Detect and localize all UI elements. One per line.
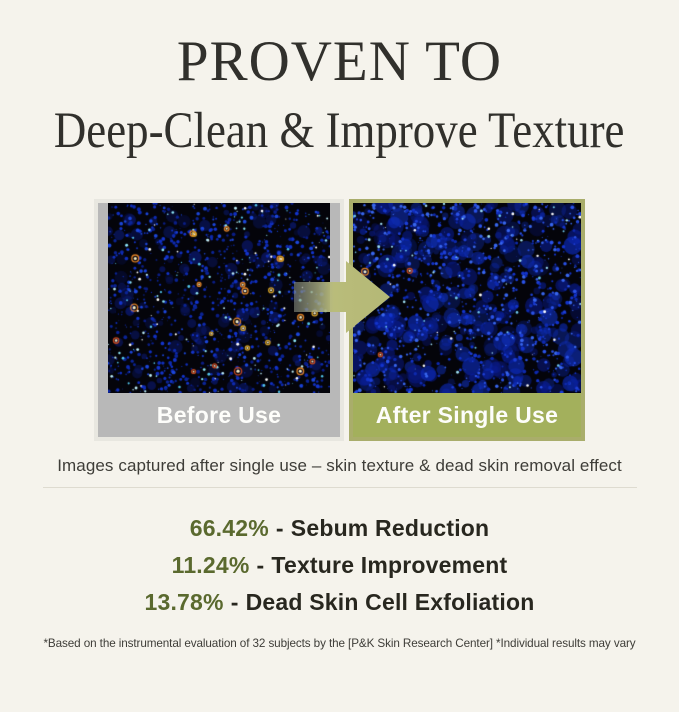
- before-panel: Before Use: [94, 199, 344, 441]
- after-label: After Single Use: [375, 401, 559, 428]
- clinical-stats: 66.42% - Sebum Reduction 11.24% - Texture Im…: [0, 513, 679, 617]
- page-title: PROVEN TO: [176, 30, 503, 93]
- caption-divider: [42, 487, 637, 488]
- page-subtitle-text: Deep-Clean & Improve Texture: [54, 103, 625, 159]
- stat-value: 11.24%: [171, 552, 250, 578]
- after-panel: After Single Use: [349, 199, 585, 441]
- marketing-infographic: PROVEN TO Deep-Clean & Improve Texture B…: [0, 33, 679, 712]
- before-after-comparison: Before Use After Single Use: [94, 199, 585, 441]
- stat-separator: -: [230, 589, 239, 615]
- disclaimer-footnote: *Based on the instrumental evaluation of…: [43, 637, 636, 650]
- comparison-caption: Images captured after single use – skin …: [57, 456, 622, 475]
- page-subtitle: Deep-Clean & Improve Texture: [0, 106, 679, 157]
- stat-label: Dead Skin Cell Exfoliation: [245, 589, 535, 615]
- before-microscopy-image: [108, 203, 330, 393]
- stat-separator: -: [275, 515, 284, 541]
- stat-value: 13.78%: [144, 589, 224, 615]
- stat-texture-improvement: 11.24% - Texture Improvement: [0, 550, 679, 580]
- stat-dead-skin-exfoliation: 13.78% - Dead Skin Cell Exfoliation: [0, 587, 679, 617]
- stat-label: Texture Improvement: [271, 552, 508, 578]
- stat-value: 66.42%: [189, 515, 269, 541]
- before-microscopy-canvas: [108, 203, 330, 393]
- stat-sebum-reduction: 66.42% - Sebum Reduction: [0, 513, 679, 543]
- before-label: Before Use: [156, 401, 282, 428]
- stat-label: Sebum Reduction: [290, 515, 490, 541]
- after-microscopy-image: [353, 203, 581, 393]
- after-microscopy-canvas: [353, 203, 581, 393]
- stat-separator: -: [256, 552, 265, 578]
